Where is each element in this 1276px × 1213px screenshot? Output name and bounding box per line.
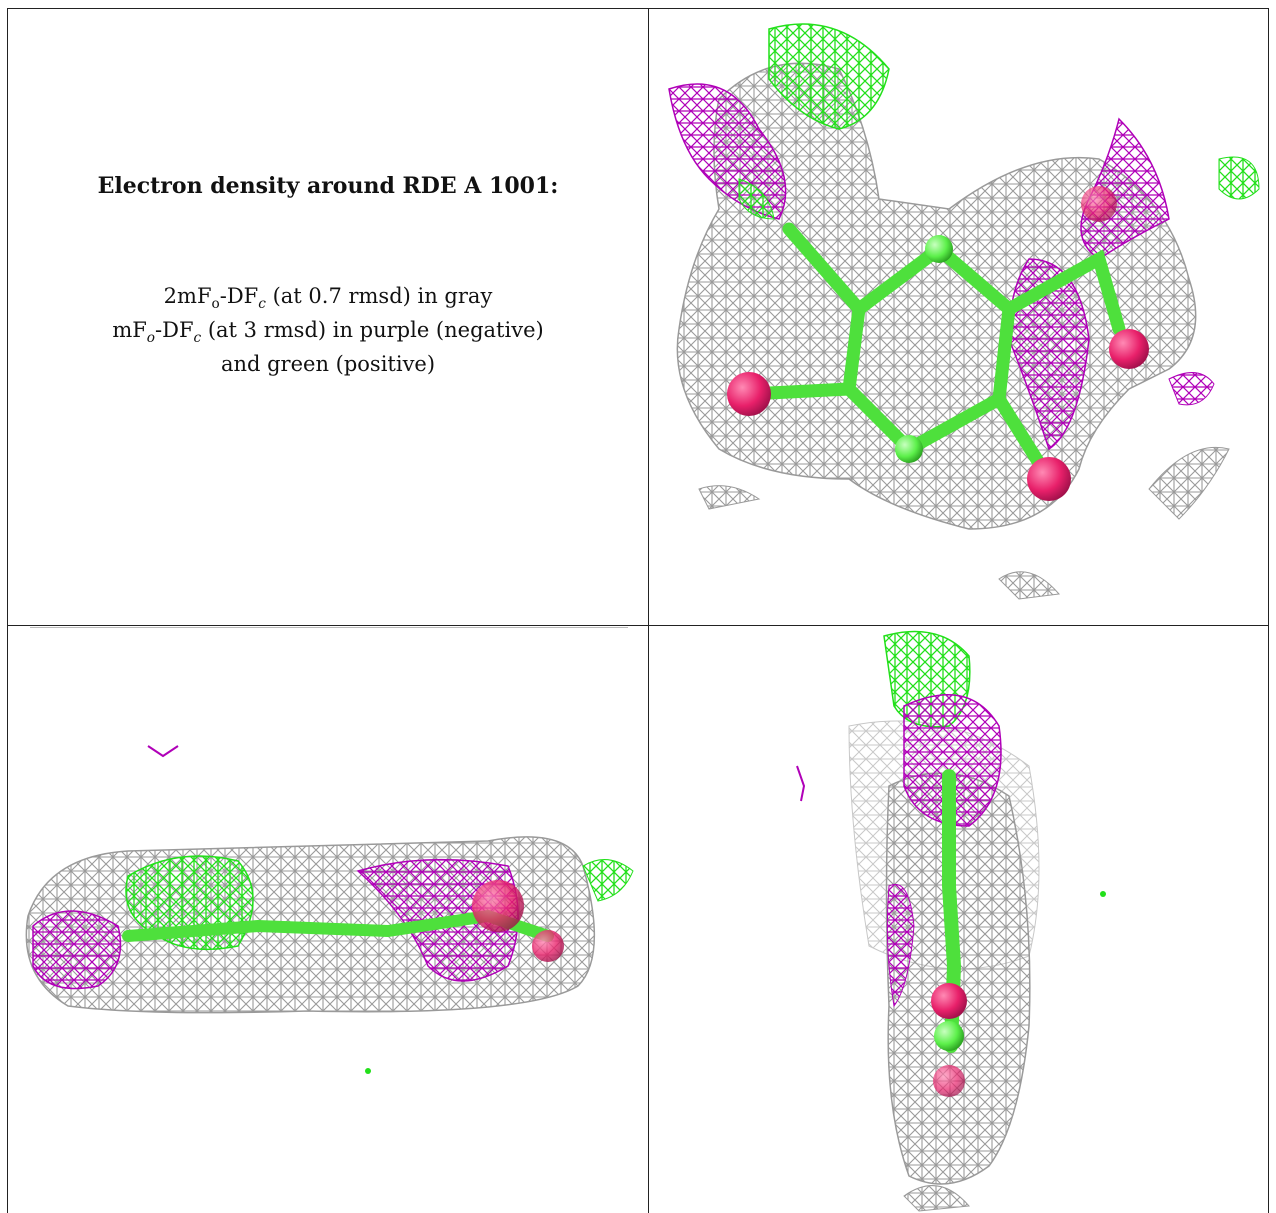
negative-density-mesh [886, 884, 915, 1008]
molecule-density-icon [796, 630, 1106, 1212]
side-view-panel [8, 626, 648, 1213]
top-view-panel [649, 9, 1268, 625]
oxygen-atom [472, 880, 524, 932]
description-positive: and green (positive) [220, 351, 436, 376]
negative-density-fragment [796, 765, 806, 802]
molecule-density-icon [25, 745, 634, 1074]
grid-divider-shadow [30, 627, 628, 628]
positive-density-point [1100, 891, 1106, 897]
grid-divider-vertical [648, 8, 649, 1213]
carbon-atom [925, 235, 953, 263]
oxygen-atom [931, 983, 967, 1019]
oxygen-atom [727, 372, 771, 416]
oxygen-atom [933, 1065, 965, 1097]
gray-density-fragment [698, 485, 761, 510]
oxygen-atom [1109, 329, 1149, 369]
description-difference-map: mFo-DFc (at 3 rmsd) in purple (negative) [112, 317, 544, 347]
oxygen-atom [1027, 457, 1071, 501]
oxygen-atom [1081, 186, 1117, 222]
negative-density-mesh [668, 83, 787, 220]
positive-density-mesh [1218, 156, 1260, 200]
negative-density-mesh [903, 694, 1002, 827]
positive-density-mesh [582, 859, 634, 902]
edge-view-panel [649, 626, 1268, 1213]
gray-density-fragment [1148, 446, 1230, 520]
caption-panel: Electron density around RDE A 1001: 2mFo… [8, 9, 648, 625]
positive-density-point [365, 1068, 371, 1074]
carbon-atom [895, 435, 923, 463]
carbon-atom [934, 1021, 964, 1051]
negative-density-fragment [147, 745, 179, 758]
oxygen-atom [532, 930, 564, 962]
positive-density-mesh [768, 23, 890, 130]
gray-density-fragment [903, 1185, 971, 1212]
grid-divider-horizontal [7, 625, 1269, 626]
negative-density-mesh [1168, 372, 1215, 406]
figure-title: Electron density around RDE A 1001: [97, 173, 559, 199]
negative-density-mesh [32, 910, 122, 990]
description-gray-map: 2mFo-DFc (at 0.7 rmsd) in gray [163, 284, 493, 313]
molecule-density-icon [668, 23, 1260, 600]
figure-description: 2mFo-DFc (at 0.7 rmsd) in gray mFo-DFc (… [8, 281, 648, 379]
figure-frame [7, 8, 1269, 1213]
gray-density-fragment [998, 571, 1060, 600]
positive-density-mesh [738, 178, 775, 220]
